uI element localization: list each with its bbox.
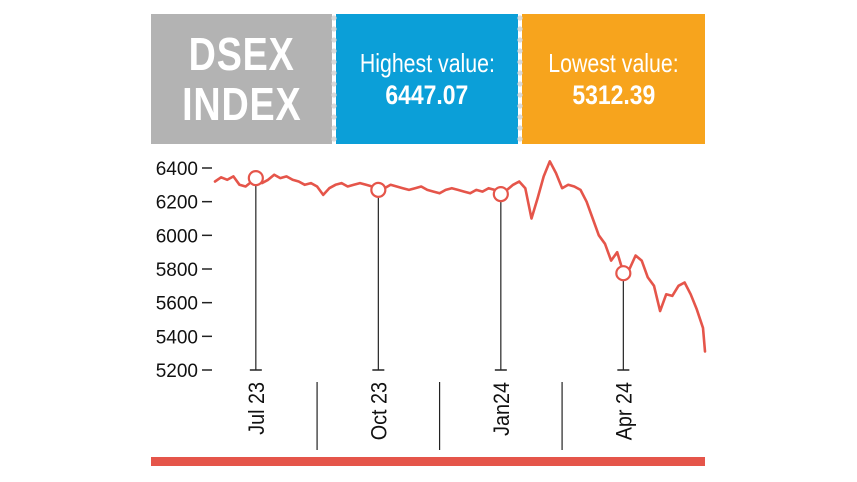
perforation-dot <box>517 15 523 21</box>
y-tick-label: 6000 <box>156 226 198 247</box>
perforation-dot <box>517 81 523 87</box>
y-tick-label: 5600 <box>156 294 198 315</box>
perforation-dot <box>517 59 523 65</box>
data-point-marker <box>615 265 632 282</box>
perforation-dot <box>331 125 337 131</box>
data-point-marker <box>247 170 264 187</box>
data-point-marker <box>370 181 387 198</box>
perforation-dot <box>331 26 337 32</box>
highest-value-label: Highest value: <box>359 48 495 78</box>
lowest-value-number: 5312.39 <box>572 80 655 110</box>
y-tick-label: 5200 <box>156 361 198 382</box>
dsex-series-line <box>213 160 707 353</box>
perforation-dot <box>331 81 337 87</box>
perforation-dot <box>517 37 523 43</box>
series-layer <box>213 160 707 353</box>
marker-layer <box>247 170 632 371</box>
lowest-value-panel: Lowest value: 5312.39 <box>522 14 705 144</box>
x-tick-label: Jul 23 <box>245 382 269 435</box>
y-tick-label: 6400 <box>156 159 198 180</box>
perforation-dot <box>517 26 523 32</box>
highest-value-panel: Highest value: 6447.07 <box>336 14 518 144</box>
ticket-perforation-right <box>517 15 523 142</box>
index-title-line-1: DSEX <box>188 28 295 80</box>
y-axis: 6400 6200 6000 5800 5600 5400 5200 <box>156 159 212 382</box>
perforation-dot <box>517 136 523 142</box>
perforation-dot <box>517 114 523 120</box>
perforation-dot <box>331 114 337 120</box>
perforation-dot <box>331 15 337 21</box>
perforation-dot <box>331 92 337 98</box>
perforation-dot <box>331 59 337 65</box>
perforation-dot <box>517 103 523 109</box>
x-tick-label: Jan24 <box>490 382 514 436</box>
y-tick-label: 5800 <box>156 260 198 281</box>
perforation-dot <box>517 70 523 76</box>
perforation-dot <box>331 48 337 54</box>
perforation-dot <box>517 125 523 131</box>
perforation-dot <box>517 48 523 54</box>
perforation-dot <box>331 103 337 109</box>
ticket-perforation-left <box>331 15 337 142</box>
highest-value-number: 6447.07 <box>385 80 469 110</box>
perforation-dot <box>331 37 337 43</box>
lowest-value-label: Lowest value: <box>548 48 679 78</box>
x-tick-label: Apr 24 <box>612 382 636 441</box>
y-tick-label: 6200 <box>156 193 198 214</box>
bottom-accent-bar <box>151 457 705 466</box>
x-tick-label: Oct 23 <box>367 382 391 440</box>
index-title-panel: DSEX INDEX <box>151 14 332 144</box>
perforation-dot <box>331 136 337 142</box>
perforation-dot <box>331 70 337 76</box>
y-tick-label: 5400 <box>156 327 198 348</box>
x-axis: Jul 23 Oct 23 Jan24 Apr 24 <box>245 382 637 450</box>
index-title-line-2: INDEX <box>181 78 302 130</box>
perforation-dot <box>517 92 523 98</box>
data-point-marker <box>492 185 509 203</box>
